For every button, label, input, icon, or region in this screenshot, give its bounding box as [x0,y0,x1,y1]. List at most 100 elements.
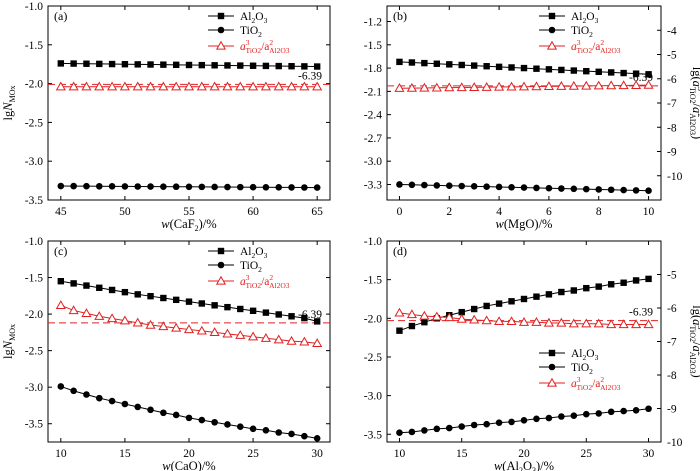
legend-label: TiO2 [571,362,593,376]
data-point [286,81,297,91]
text-part: a [690,319,700,325]
data-point [595,68,602,76]
data-point [520,417,528,424]
x-tick-label: 10 [394,448,406,460]
data-point [262,427,270,434]
y-tick-label: -2.7 [364,133,382,145]
right-y-tick-label: -8 [667,370,677,382]
data-point [545,66,553,73]
text-part: /a [261,41,269,53]
panel-label: (a) [54,9,67,23]
data-point [570,287,578,294]
data-point [224,183,231,191]
data-point [595,186,603,193]
data-point [408,59,416,66]
data-point [645,71,652,78]
legend-label: Al2O3 [240,246,268,260]
data-point [275,429,283,436]
data-point [618,319,629,329]
text-part: (Al [502,459,519,471]
data-point [469,82,480,91]
y-tick-label: -2.0 [25,309,43,321]
legend-tio2: TiO [571,25,589,37]
legend-marker [548,363,556,371]
data-point [568,318,579,328]
right-y-tick-label: -4 [667,25,677,37]
text-part: ) [690,374,700,378]
text-part: ) [690,135,700,139]
data-point [57,278,65,285]
data-point [421,181,428,189]
text-part: O [255,246,263,258]
text-part: 3 [246,38,250,47]
series-a3TiO2/a2Al2O3 [55,81,323,91]
data-point [249,183,257,191]
data-point [288,313,295,320]
text-part: O [586,11,594,23]
data-point [147,406,154,414]
data-point [483,420,490,428]
data-point [481,315,492,325]
series-Al2O3 [57,60,321,70]
text-part: a [690,346,700,352]
text-part: 2 [258,30,262,39]
data-point [286,335,297,345]
legend-label: a3 TiO2/a2 Al2O3 [571,375,621,392]
data-point [606,319,617,329]
text-part: 3 [246,273,250,282]
y-tick-label: -1.5 [364,275,382,287]
series-Al2O3 [57,278,321,325]
data-point [83,391,90,398]
data-point [445,424,453,432]
plot-frame [386,240,662,443]
text-part: TiO2 [577,383,593,392]
data-point [134,403,142,411]
text-part: /a [592,41,600,53]
text-part: N [1,102,15,112]
data-point [94,311,105,320]
data-point [224,62,231,69]
data-point [470,183,478,190]
legend-marker [217,26,225,34]
text-part: / [690,342,700,346]
legend-marker [217,12,225,20]
data-point [108,60,116,68]
reference-label: -6.39 [629,307,653,319]
data-point [288,63,295,70]
data-point [456,82,467,92]
data-point [583,67,590,75]
legend-al2o3: Al [571,348,583,360]
text-part: Al2O3 [688,352,697,374]
data-point [55,300,66,309]
data-point [119,81,130,91]
text-part: a [690,81,700,87]
y-tick-label: -2.5 [25,117,43,129]
right-y-tick-label: -6 [667,74,677,86]
text-part: 3 [696,325,700,329]
data-point [147,61,154,68]
x-tick-label: 60 [247,206,259,218]
data-point [132,81,143,91]
y-tick-label: -3.3 [364,179,382,191]
data-point [275,184,283,191]
text-part: 2 [589,367,593,376]
data-point [94,81,105,91]
data-point [198,300,206,307]
data-point [558,66,565,74]
data-point [593,80,604,90]
text-part: TiO2 [246,281,262,290]
data-point [483,302,490,310]
x-tick-label: 15 [456,448,468,460]
data-point [55,81,66,91]
legend-marker [548,26,556,34]
text-part: lg [1,349,15,359]
series-TiO2 [57,383,321,442]
x-tick-label: 50 [119,206,131,218]
data-point [533,65,540,72]
data-point [543,317,554,327]
text-part: a [690,107,700,113]
data-point [396,429,403,437]
y-tick-label: -1.5 [25,273,43,285]
